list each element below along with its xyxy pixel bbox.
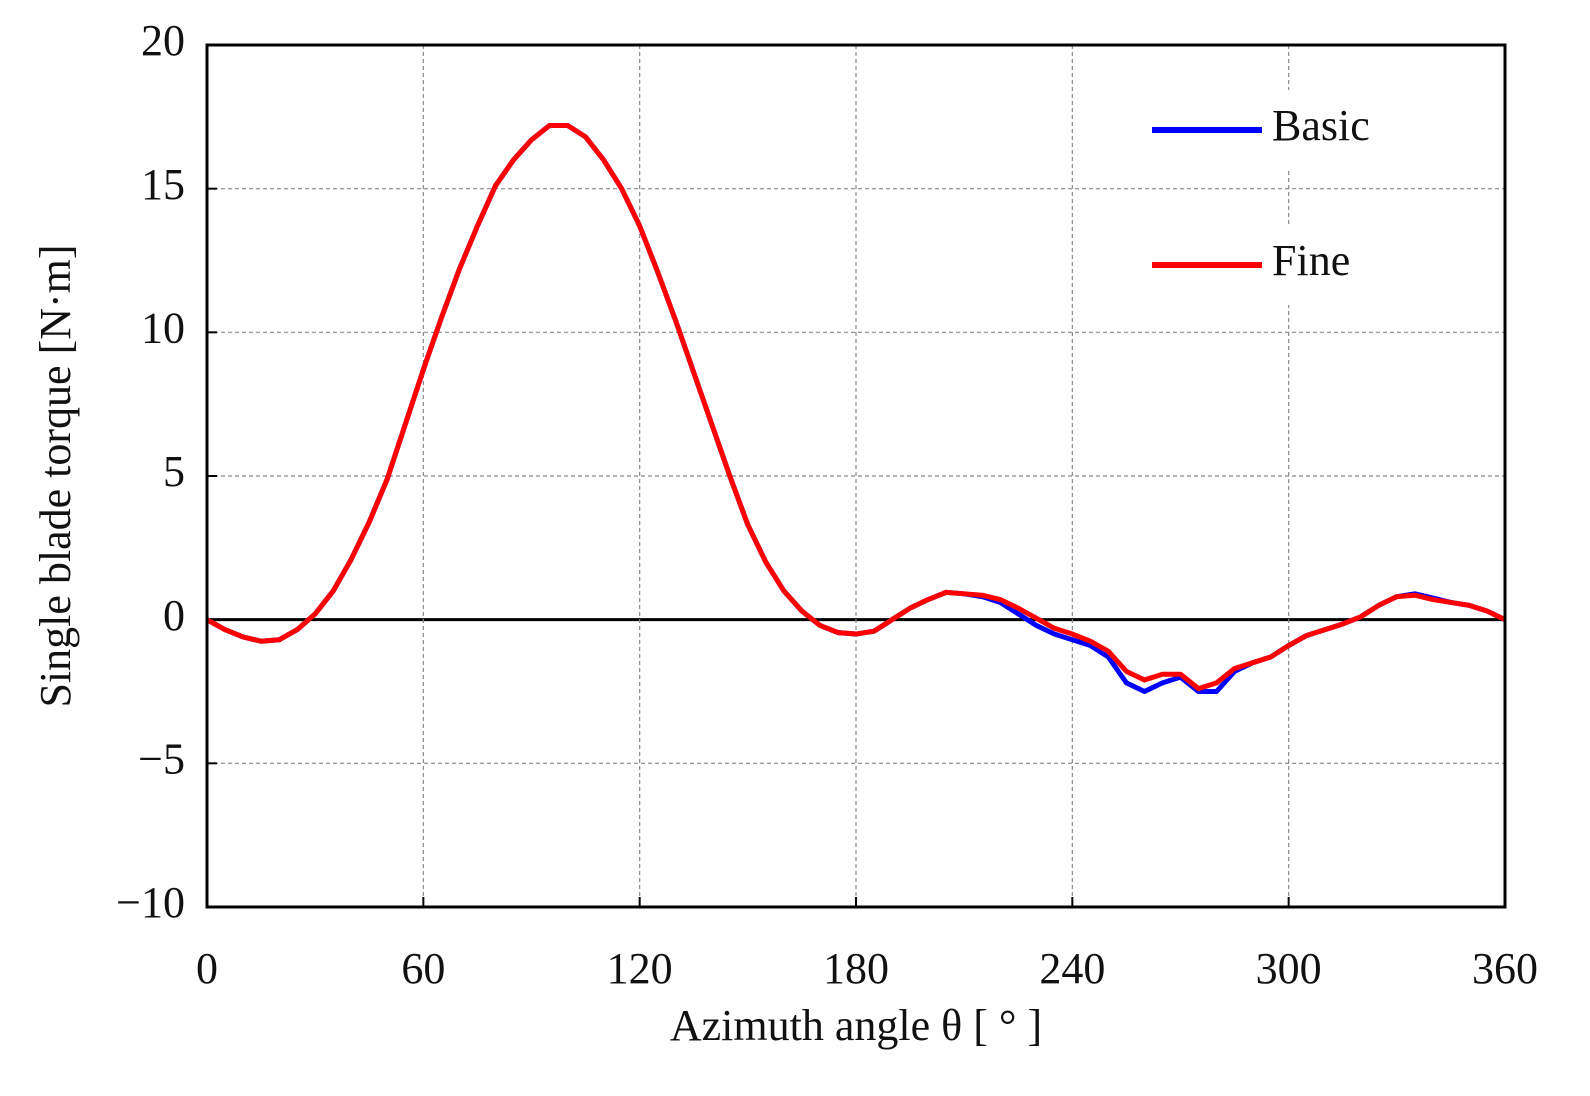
x-tick-label: 0 (196, 944, 218, 993)
x-tick-label: 300 (1256, 944, 1322, 993)
data-line (205, 122, 1507, 692)
legend-label: Basic (1272, 101, 1370, 150)
x-tick-label: 120 (607, 944, 673, 993)
x-tick-label: 240 (1039, 944, 1105, 993)
x-tick-label: 360 (1472, 944, 1538, 993)
x-tick-label: 60 (401, 944, 445, 993)
y-tick-label: 10 (141, 303, 185, 352)
x-tick-label: 180 (823, 944, 889, 993)
y-tick-label: −5 (138, 734, 185, 783)
x-axis-label: Azimuth angle θ [ ° ] (670, 1001, 1042, 1050)
legend-label: Fine (1272, 236, 1350, 285)
y-axis-label: Single blade torque [N·m] (31, 244, 80, 707)
y-tick-label: 0 (163, 591, 185, 640)
plot-frame (205, 43, 1507, 909)
y-tick-label: −10 (116, 878, 185, 927)
y-tick-label: 20 (141, 16, 185, 65)
y-tick-label: 5 (163, 447, 185, 496)
y-tick-label: 15 (141, 160, 185, 209)
